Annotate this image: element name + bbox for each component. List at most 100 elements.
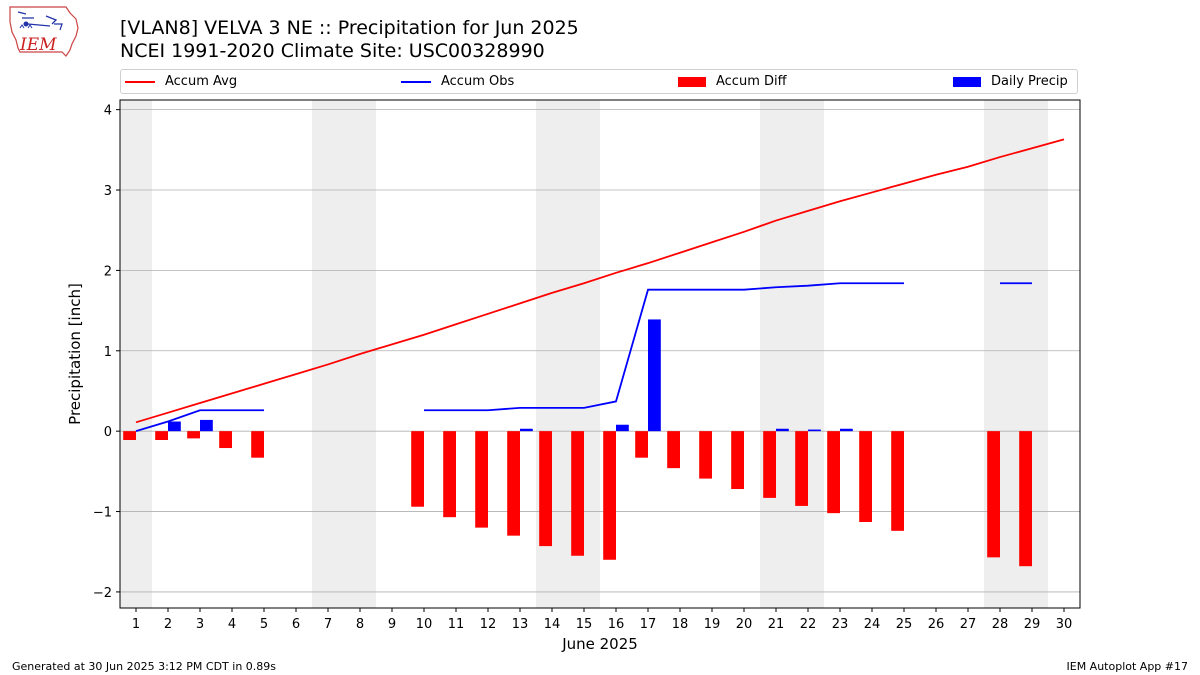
x-tick-label-29: 29 bbox=[1024, 617, 1041, 632]
x-tick-label-12: 12 bbox=[480, 617, 497, 632]
legend-item-daily-precip: Daily Precip bbox=[953, 70, 1068, 93]
x-tick-label-27: 27 bbox=[960, 617, 977, 632]
y-tick-label--1: −1 bbox=[93, 506, 112, 521]
x-tick-label-30: 30 bbox=[1056, 617, 1073, 632]
accum-diff-bar-10 bbox=[411, 431, 424, 507]
accum-diff-bar-16 bbox=[603, 431, 616, 560]
chart-subtitle: NCEI 1991-2020 Climate Site: USC00328990 bbox=[120, 40, 545, 62]
legend-label-accum-avg: Accum Avg bbox=[165, 74, 238, 89]
legend-swatch-accum-obs bbox=[401, 80, 431, 83]
x-tick-label-4: 4 bbox=[228, 617, 236, 632]
accum-diff-bar-21 bbox=[763, 431, 776, 498]
accum-diff-bar-1 bbox=[123, 431, 136, 441]
accum-diff-bar-13 bbox=[507, 431, 520, 536]
x-tick-label-23: 23 bbox=[832, 617, 849, 632]
accum-diff-bar-24 bbox=[859, 431, 872, 522]
accum-diff-bar-19 bbox=[699, 431, 712, 479]
daily-precip-bar-13 bbox=[520, 428, 533, 432]
x-tick-label-25: 25 bbox=[896, 617, 913, 632]
daily-precip-bar-17 bbox=[648, 319, 661, 432]
y-axis-label: Precipitation [inch] bbox=[66, 283, 84, 425]
x-tick-label-18: 18 bbox=[672, 617, 689, 632]
accum-diff-bar-29 bbox=[1019, 431, 1032, 567]
y-tick-label-4: 4 bbox=[104, 104, 112, 119]
y-tick-label-0: 0 bbox=[104, 425, 112, 440]
daily-precip-bar-2 bbox=[168, 421, 181, 432]
footer-generated: Generated at 30 Jun 2025 3:12 PM CDT in … bbox=[12, 660, 277, 673]
legend-swatch-accum-avg bbox=[125, 80, 155, 83]
x-tick-label-19: 19 bbox=[704, 617, 721, 632]
y-tick-label-1: 1 bbox=[104, 345, 112, 360]
x-tick-label-11: 11 bbox=[448, 617, 465, 632]
weekend-shading bbox=[120, 100, 1048, 608]
x-tick-label-17: 17 bbox=[640, 617, 657, 632]
accum-diff-bar-12 bbox=[475, 431, 488, 528]
accum-diff-bar-28 bbox=[987, 431, 1000, 558]
accum-obs-line-segment-1 bbox=[424, 282, 904, 412]
accum-diff-bar-3 bbox=[187, 431, 200, 439]
x-tick-label-10: 10 bbox=[416, 617, 433, 632]
x-tick-label-14: 14 bbox=[544, 617, 561, 632]
accum-diff-bar-4 bbox=[219, 431, 232, 449]
accum-diff-bar-15 bbox=[571, 431, 584, 556]
accum-avg-line-segment-0 bbox=[135, 138, 1065, 424]
accum-diff-bar-18 bbox=[667, 431, 680, 469]
accum-diff-bar-22 bbox=[795, 431, 808, 506]
accum-diff-bar-23 bbox=[827, 431, 840, 514]
x-tick-label-28: 28 bbox=[992, 617, 1009, 632]
chart-title: [VLAN8] VELVA 3 NE :: Precipitation for … bbox=[120, 17, 579, 39]
legend-swatch-daily-precip bbox=[953, 76, 981, 87]
y-tick-label--2: −2 bbox=[93, 586, 112, 601]
gridlines bbox=[120, 109, 1080, 593]
legend-item-accum-avg: Accum Avg bbox=[125, 70, 237, 93]
legend: Accum Avg Accum Obs Accum Diff Daily Pre… bbox=[120, 69, 1078, 94]
accum-diff-bar-25 bbox=[891, 431, 904, 531]
x-tick-label-8: 8 bbox=[356, 617, 364, 632]
x-tick-label-24: 24 bbox=[864, 617, 881, 632]
x-tick-label-16: 16 bbox=[608, 617, 625, 632]
weekend-span-3 bbox=[760, 100, 824, 608]
x-tick-label-2: 2 bbox=[164, 617, 172, 632]
x-tick-label-20: 20 bbox=[736, 617, 753, 632]
daily-precip-bar-3 bbox=[200, 419, 213, 432]
x-tick-label-15: 15 bbox=[576, 617, 593, 632]
accum-obs-line-segment-0 bbox=[135, 409, 264, 433]
plot-frame bbox=[119, 99, 1081, 609]
x-tick-label-22: 22 bbox=[800, 617, 817, 632]
x-tick-label-13: 13 bbox=[512, 617, 529, 632]
accum-diff-bars bbox=[123, 431, 1032, 567]
accum-diff-bar-20 bbox=[731, 431, 744, 490]
daily-precip-bar-22 bbox=[808, 429, 821, 432]
daily-precip-bar-16 bbox=[616, 424, 629, 432]
x-axis-label: June 2025 bbox=[561, 635, 638, 653]
daily-precip-bars bbox=[168, 319, 853, 432]
x-tick-label-21: 21 bbox=[768, 617, 785, 632]
legend-label-accum-diff: Accum Diff bbox=[716, 74, 787, 89]
x-tick-label-5: 5 bbox=[260, 617, 268, 632]
legend-label-daily-precip: Daily Precip bbox=[991, 74, 1068, 89]
y-tick-label-2: 2 bbox=[104, 264, 112, 279]
legend-label-accum-obs: Accum Obs bbox=[441, 74, 515, 89]
logo-text: IEM bbox=[19, 35, 57, 55]
x-tick-label-6: 6 bbox=[292, 617, 300, 632]
accum-diff-bar-11 bbox=[443, 431, 456, 518]
x-tick-label-7: 7 bbox=[324, 617, 332, 632]
accum-diff-bar-5 bbox=[251, 431, 264, 458]
footer-app: IEM Autoplot App #17 bbox=[1066, 660, 1189, 673]
x-tick-label-9: 9 bbox=[388, 617, 396, 632]
series-lines bbox=[135, 138, 1065, 433]
y-tick-label-3: 3 bbox=[104, 184, 112, 199]
iem-logo: IEM bbox=[6, 4, 80, 62]
daily-precip-bar-23 bbox=[840, 428, 853, 432]
weekend-span-0 bbox=[120, 100, 152, 608]
accum-diff-bar-14 bbox=[539, 431, 552, 547]
x-tick-label-3: 3 bbox=[196, 617, 204, 632]
legend-item-accum-diff: Accum Diff bbox=[678, 70, 787, 93]
legend-item-accum-obs: Accum Obs bbox=[401, 70, 514, 93]
legend-swatch-accum-diff bbox=[678, 76, 706, 87]
accum-diff-bar-17 bbox=[635, 431, 648, 458]
x-tick-label-1: 1 bbox=[132, 617, 140, 632]
daily-precip-bar-21 bbox=[776, 428, 789, 432]
accum-diff-bar-2 bbox=[155, 431, 168, 441]
